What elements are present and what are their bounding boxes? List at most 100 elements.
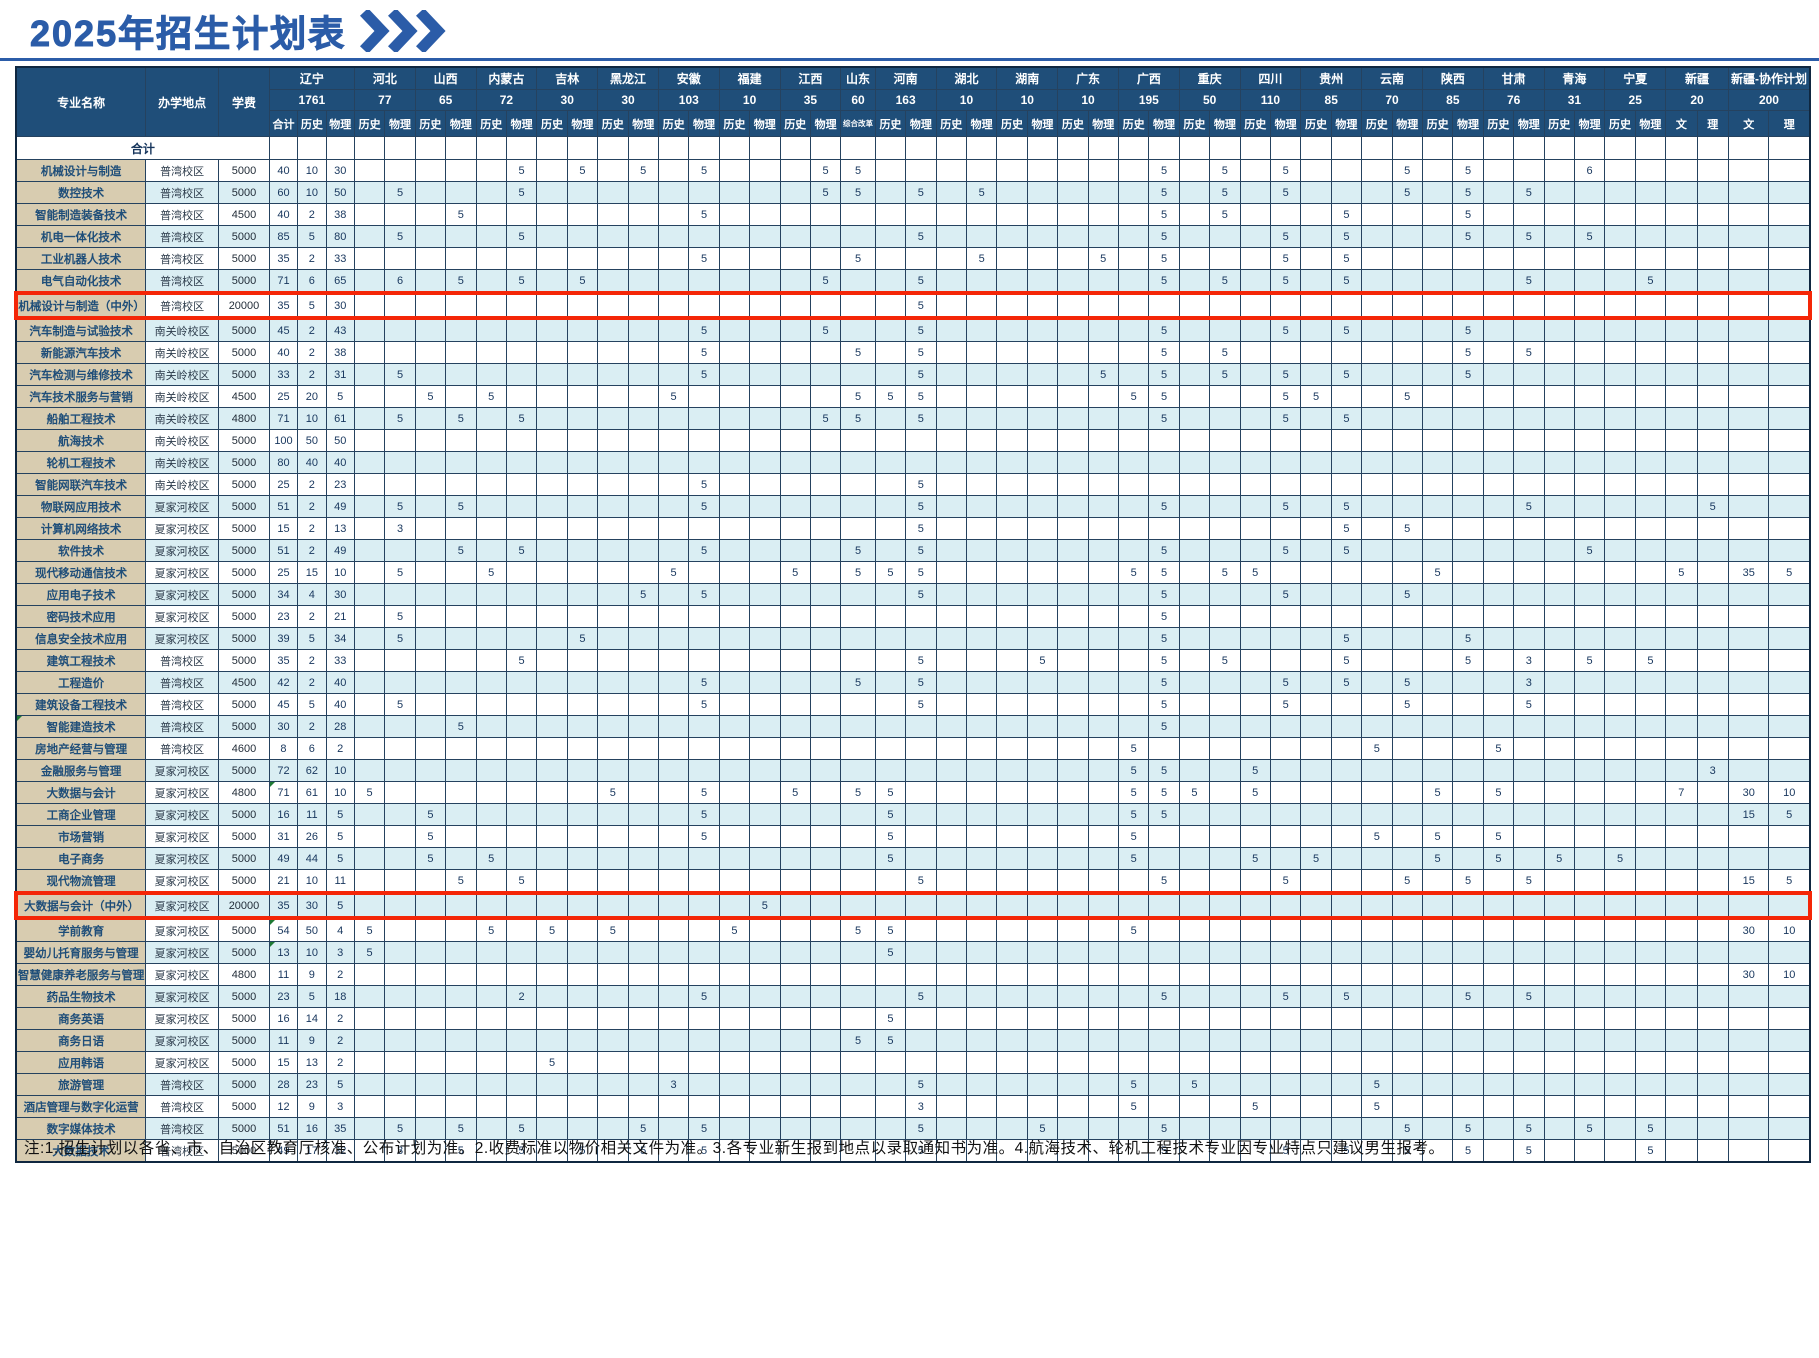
plan-cell [536, 181, 568, 204]
plan-cell [809, 225, 842, 248]
plan-cell [1057, 539, 1089, 562]
plan-cell [1634, 539, 1667, 562]
plan-cell [1300, 1139, 1332, 1163]
plan-cell [1087, 225, 1119, 248]
plan-cell [935, 539, 967, 562]
plan-cell: 34 [268, 583, 299, 606]
plan-cell [1391, 451, 1423, 474]
plan-cell [1543, 429, 1575, 452]
plan-cell [1727, 203, 1770, 226]
plan-cell [809, 693, 842, 716]
subject-header: 物理 [1087, 110, 1119, 137]
plan-cell [384, 869, 416, 894]
plan-cell: 28 [268, 1073, 299, 1096]
plan-cell [1513, 847, 1545, 870]
plan-cell [597, 473, 629, 496]
plan-cell [1117, 225, 1150, 248]
plan-cell [1087, 803, 1119, 826]
plan-cell: 5 [874, 803, 907, 826]
plan-cell [1300, 917, 1332, 942]
plan-cell: 5 [566, 627, 599, 650]
plan-cell [1696, 693, 1729, 716]
plan-cell: 13 [297, 1051, 327, 1074]
plan-cell: 5 [1026, 649, 1059, 672]
plan-cell [1239, 181, 1271, 204]
plan-cell [414, 517, 447, 540]
plan-cell: 5 [1209, 269, 1241, 294]
plan-cell [657, 825, 690, 848]
plan-cell [1696, 363, 1729, 386]
plan-cell: 2 [297, 495, 327, 518]
plan-cell [505, 671, 538, 694]
plan-cell [1634, 583, 1667, 606]
plan-cell [1768, 1007, 1811, 1030]
plan-cell: 5 [905, 693, 937, 716]
plan-cell [1087, 495, 1119, 518]
plan-cell [1421, 181, 1454, 204]
plan-cell [1239, 429, 1271, 452]
plan-cell [1604, 291, 1636, 320]
plan-cell: 5 [905, 181, 937, 204]
plan-cell [536, 693, 568, 716]
plan-cell [1696, 649, 1729, 672]
plan-cell [1117, 985, 1150, 1008]
plan-cell [1696, 269, 1729, 294]
plan-cell [935, 407, 967, 430]
plan-cell [935, 671, 967, 694]
plan-cell [414, 451, 447, 474]
plan-cell [1604, 407, 1636, 430]
plan-cell [1482, 693, 1515, 716]
plan-cell [1117, 473, 1150, 496]
plan-cell: 5 [1269, 407, 1302, 430]
plan-cell [384, 917, 416, 942]
plan-cell [566, 181, 599, 204]
plan-cell [1300, 1095, 1332, 1118]
plan-cell [1148, 1095, 1180, 1118]
plan-cell [1300, 159, 1332, 182]
province-total: 50 [1178, 89, 1241, 111]
plan-cell: 2 [297, 671, 327, 694]
plan-cell [1026, 891, 1059, 920]
plan-cell [1178, 963, 1211, 986]
plan-cell [1361, 291, 1393, 320]
plan-cell [996, 385, 1028, 408]
subject-header: 历史 [1300, 110, 1332, 137]
plan-cell [445, 847, 477, 870]
plan-cell: 5 [384, 693, 416, 716]
plan-cell: 5 [1573, 225, 1606, 248]
plan-cell: 5 [1452, 985, 1484, 1008]
plan-cell [779, 1073, 811, 1096]
tuition-fee: 20000 [218, 891, 270, 920]
plan-cell [1421, 1139, 1454, 1163]
plan-cell [1300, 451, 1332, 474]
plan-cell [935, 451, 967, 474]
plan-cell: 15 [1727, 869, 1770, 894]
plan-cell [1573, 1095, 1606, 1118]
province-total: 20 [1665, 89, 1729, 111]
plan-cell [1573, 941, 1606, 964]
plan-cell [1026, 825, 1059, 848]
plan-cell [1026, 385, 1059, 408]
plan-cell [779, 737, 811, 760]
plan-cell [657, 473, 690, 496]
plan-cell [657, 269, 690, 294]
province-header: 青海 [1543, 66, 1606, 90]
subject-header: 物理 [384, 110, 416, 137]
plan-cell [1209, 627, 1241, 650]
plan-cell [1026, 693, 1059, 716]
plan-cell: 5 [688, 203, 720, 226]
plan-cell [1543, 561, 1575, 584]
plan-cell: 71 [268, 407, 299, 430]
plan-cell [840, 825, 876, 848]
plan-cell [1026, 1139, 1059, 1163]
province-total: 163 [874, 89, 937, 111]
campus: 夏家河校区 [145, 561, 220, 584]
plan-cell [688, 561, 720, 584]
plan-cell [1768, 181, 1811, 204]
plan-cell [1087, 985, 1119, 1008]
plan-cell [566, 1117, 599, 1140]
plan-cell [475, 203, 507, 226]
plan-cell [840, 941, 876, 964]
plan-cell [353, 803, 386, 826]
plan-cell [445, 451, 477, 474]
